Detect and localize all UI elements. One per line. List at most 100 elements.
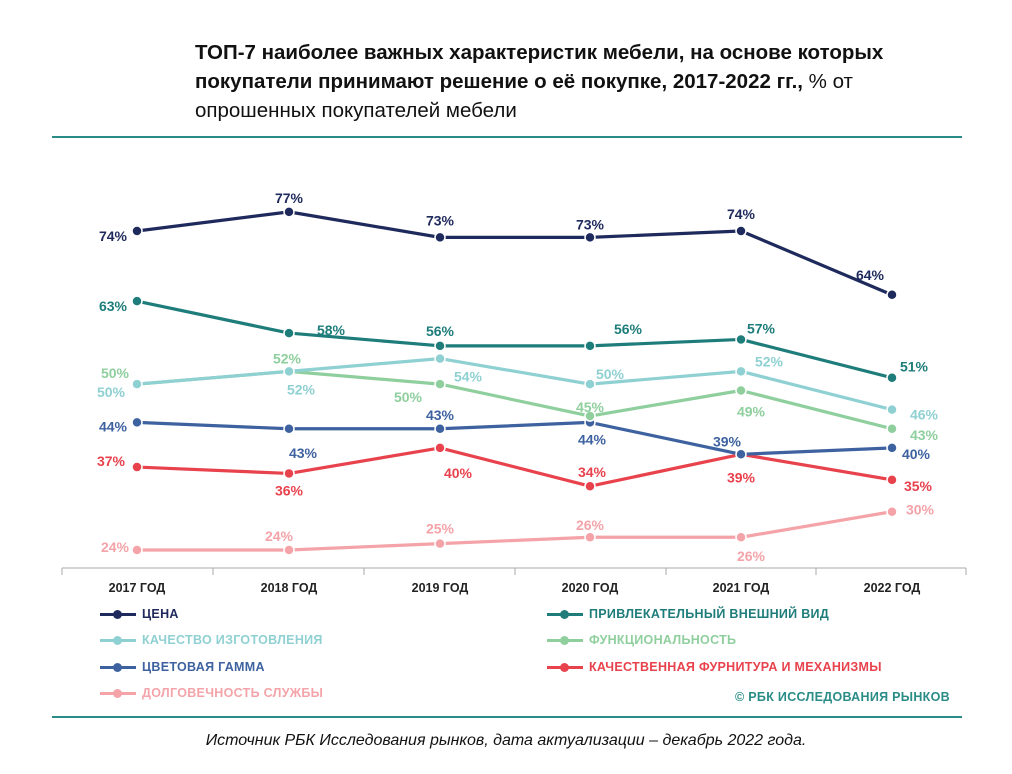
data-label: 56% — [614, 321, 643, 337]
legend-marker — [100, 686, 136, 700]
data-label: 39% — [727, 469, 756, 485]
data-point — [131, 225, 143, 237]
data-label: 77% — [275, 190, 304, 206]
data-point — [283, 365, 295, 378]
data-label: 44% — [578, 431, 607, 447]
data-label: 74% — [727, 206, 756, 222]
data-point — [283, 327, 295, 339]
data-label: 24% — [265, 528, 294, 544]
chart-title-subtitle: % от опрошенных покупателей мебели — [195, 70, 853, 122]
bottom-divider — [52, 716, 962, 718]
data-point — [283, 206, 295, 218]
data-point — [735, 384, 747, 397]
source-note: Источник РБК Исследования рынков, дата а… — [205, 732, 807, 749]
data-point — [584, 231, 596, 244]
legend-item: ЦЕНА — [100, 607, 179, 621]
data-point — [584, 340, 596, 352]
data-point — [886, 371, 898, 384]
data-label: 39% — [713, 433, 742, 449]
data-label: 30% — [906, 502, 935, 518]
legend-marker — [100, 607, 136, 621]
data-point — [886, 403, 898, 416]
data-point — [584, 410, 596, 422]
data-point — [131, 544, 143, 556]
data-point — [131, 378, 143, 390]
data-label: 57% — [747, 320, 776, 336]
legend-label: ЦВЕТОВАЯ ГАММА — [142, 660, 265, 674]
data-label: 45% — [576, 399, 605, 415]
x-tick-label: 2022 ГОД — [864, 581, 921, 595]
data-label: 74% — [99, 228, 128, 244]
legend-item: КАЧЕСТВО ИЗГОТОВЛЕНИЯ — [100, 633, 323, 647]
data-point — [584, 531, 596, 543]
data-label: 26% — [576, 517, 605, 533]
series-line — [136, 446, 893, 488]
data-label: 51% — [900, 359, 929, 375]
legend-label: ФУНКЦИОНАЛЬНОСТЬ — [589, 633, 737, 647]
legend-item: ЦВЕТОВАЯ ГАММА — [100, 660, 265, 674]
data-point — [434, 340, 446, 352]
data-label: 43% — [289, 445, 318, 461]
data-point — [283, 467, 295, 480]
data-label: 64% — [856, 267, 885, 283]
chart-title-bold: ТОП-7 наиболее важных характеристик мебе… — [195, 41, 884, 93]
data-label: 50% — [101, 365, 130, 381]
data-point — [735, 333, 747, 346]
chart-title: ТОП-7 наиболее важных характеристик мебе… — [195, 38, 975, 125]
x-tick-label: 2017 ГОД — [109, 581, 166, 595]
data-point — [434, 231, 446, 244]
legend-item: ДОЛГОВЕЧНОСТЬ СЛУЖБЫ — [100, 686, 323, 700]
series-line — [136, 357, 893, 412]
legend-marker — [100, 660, 136, 674]
data-point — [886, 474, 898, 486]
data-label: 50% — [596, 366, 625, 382]
data-label: 73% — [576, 216, 605, 232]
data-point — [735, 365, 747, 378]
data-point — [283, 544, 295, 556]
data-label: 58% — [317, 322, 346, 338]
data-label: 52% — [755, 353, 784, 369]
legend-marker — [547, 660, 583, 674]
x-tick-label: 2018 ГОД — [261, 581, 318, 595]
data-point — [131, 461, 143, 473]
x-tick-label: 2021 ГОД — [713, 581, 770, 595]
data-label: 49% — [737, 404, 766, 420]
legend-item: ФУНКЦИОНАЛЬНОСТЬ — [547, 633, 736, 647]
data-label: 44% — [99, 418, 128, 434]
data-label: 46% — [910, 407, 939, 423]
series-line — [136, 299, 893, 380]
legend-item: КАЧЕСТВЕННАЯ ФУРНИТУРА И МЕХАНИЗМЫ — [547, 660, 882, 674]
data-point — [434, 423, 446, 435]
legend-item: ПРИВЛЕКАТЕЛЬНЫЙ ВНЕШНИЙ ВИД — [547, 607, 829, 621]
data-point — [434, 352, 446, 365]
data-label: 52% — [273, 350, 302, 366]
data-label: 34% — [578, 464, 607, 480]
data-point — [886, 505, 898, 518]
data-point — [584, 378, 596, 390]
data-label: 52% — [287, 381, 316, 397]
legend-label: ЦЕНА — [142, 607, 179, 621]
data-label: 54% — [454, 369, 483, 385]
data-label: 73% — [426, 212, 455, 228]
data-point — [735, 225, 747, 237]
data-label: 56% — [426, 323, 455, 339]
legend-marker — [547, 607, 583, 621]
data-point — [434, 378, 446, 390]
legend-label: КАЧЕСТВО ИЗГОТОВЛЕНИЯ — [142, 633, 323, 647]
series-line — [136, 210, 893, 297]
data-label: 24% — [101, 539, 130, 555]
data-label: 50% — [394, 389, 423, 405]
data-label: 36% — [275, 482, 304, 498]
data-point — [434, 442, 446, 454]
data-label: 43% — [426, 407, 455, 423]
data-label: 50% — [97, 384, 126, 400]
x-tick-label: 2019 ГОД — [412, 581, 469, 595]
x-tick-label: 2020 ГОД — [562, 581, 619, 595]
data-point — [434, 537, 446, 550]
data-point — [584, 480, 596, 492]
data-label: 26% — [737, 548, 766, 564]
legend-marker — [100, 633, 136, 647]
data-label: 25% — [426, 521, 455, 537]
data-label: 63% — [99, 298, 128, 314]
legend-marker — [547, 633, 583, 647]
